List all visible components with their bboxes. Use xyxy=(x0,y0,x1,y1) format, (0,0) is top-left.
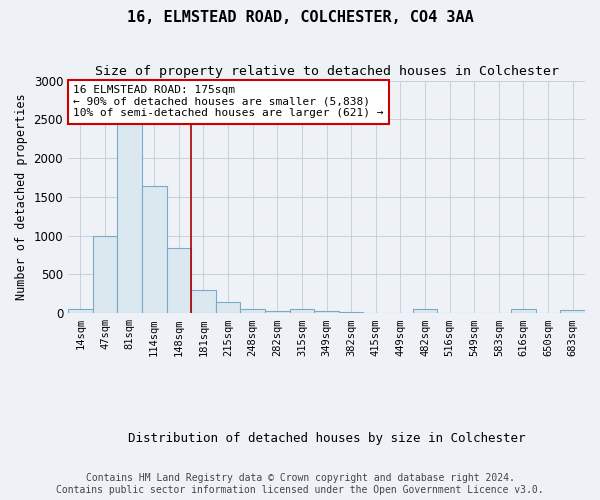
Text: 16 ELMSTEAD ROAD: 175sqm
← 90% of detached houses are smaller (5,838)
10% of sem: 16 ELMSTEAD ROAD: 175sqm ← 90% of detach… xyxy=(73,85,384,118)
Bar xyxy=(191,290,216,313)
Bar xyxy=(339,312,364,313)
Bar xyxy=(265,311,290,313)
Text: Contains HM Land Registry data © Crown copyright and database right 2024.
Contai: Contains HM Land Registry data © Crown c… xyxy=(56,474,544,495)
Bar xyxy=(413,310,437,313)
Bar xyxy=(216,302,241,313)
Bar xyxy=(511,310,536,313)
X-axis label: Distribution of detached houses by size in Colchester: Distribution of detached houses by size … xyxy=(128,432,525,445)
Bar xyxy=(290,310,314,313)
Bar xyxy=(167,248,191,313)
Bar xyxy=(560,310,585,313)
Text: 16, ELMSTEAD ROAD, COLCHESTER, CO4 3AA: 16, ELMSTEAD ROAD, COLCHESTER, CO4 3AA xyxy=(127,10,473,25)
Bar xyxy=(92,236,117,313)
Bar xyxy=(142,186,167,313)
Bar xyxy=(314,311,339,313)
Title: Size of property relative to detached houses in Colchester: Size of property relative to detached ho… xyxy=(95,65,559,78)
Bar xyxy=(68,308,92,313)
Bar xyxy=(117,122,142,313)
Y-axis label: Number of detached properties: Number of detached properties xyxy=(15,94,28,300)
Bar xyxy=(241,310,265,313)
